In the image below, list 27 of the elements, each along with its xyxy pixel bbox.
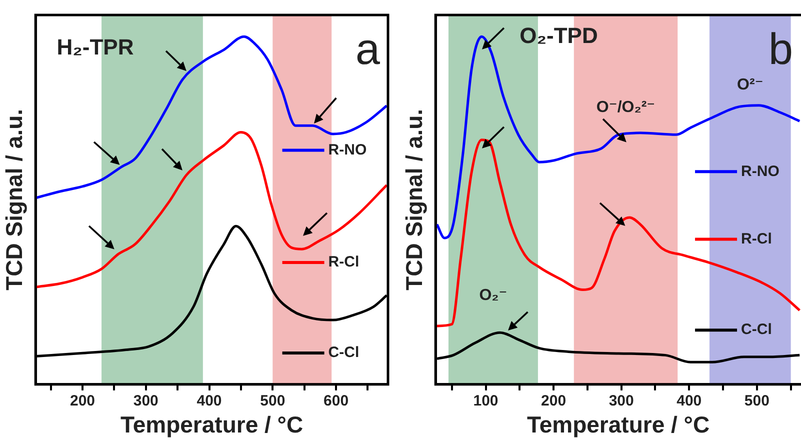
x-tick-label: 200 bbox=[70, 392, 96, 410]
x-tick-label: 600 bbox=[324, 392, 349, 410]
legend-label: R-Cl bbox=[328, 254, 360, 271]
x-tick-label: 300 bbox=[608, 392, 634, 410]
band-label: O₂⁻ bbox=[479, 287, 508, 304]
x-axis-title: Temperature / °C bbox=[526, 412, 710, 438]
legend-label: R-Cl bbox=[741, 230, 772, 248]
band-label: O²⁻ bbox=[737, 76, 764, 94]
x-tick-label: 400 bbox=[676, 392, 702, 410]
y-axis-title: TCD Signal / a.u. bbox=[1, 108, 28, 290]
x-tick-label: 200 bbox=[541, 392, 566, 410]
x-tick-label: 500 bbox=[260, 392, 286, 410]
legend-label: C-Cl bbox=[328, 344, 360, 362]
x-tick-label: 500 bbox=[744, 392, 770, 410]
legend-label: C-Cl bbox=[741, 321, 772, 338]
chart-title: H₂-TPR bbox=[56, 34, 134, 60]
legend-label: R-NO bbox=[741, 162, 780, 180]
annotation: b bbox=[768, 25, 793, 74]
legend-label: R-NO bbox=[328, 141, 367, 158]
y-axis-title: TCD Signal / a.u. bbox=[401, 108, 428, 290]
x-axis-title: Temperature / °C bbox=[120, 412, 304, 438]
x-tick-label: 400 bbox=[196, 392, 222, 410]
x-tick-label: 100 bbox=[473, 392, 498, 410]
annotation: a bbox=[356, 25, 381, 74]
x-tick-label: 300 bbox=[133, 392, 158, 410]
band-label: O⁻/O₂²⁻ bbox=[596, 98, 656, 116]
chart-title: O₂-TPD bbox=[520, 23, 598, 48]
